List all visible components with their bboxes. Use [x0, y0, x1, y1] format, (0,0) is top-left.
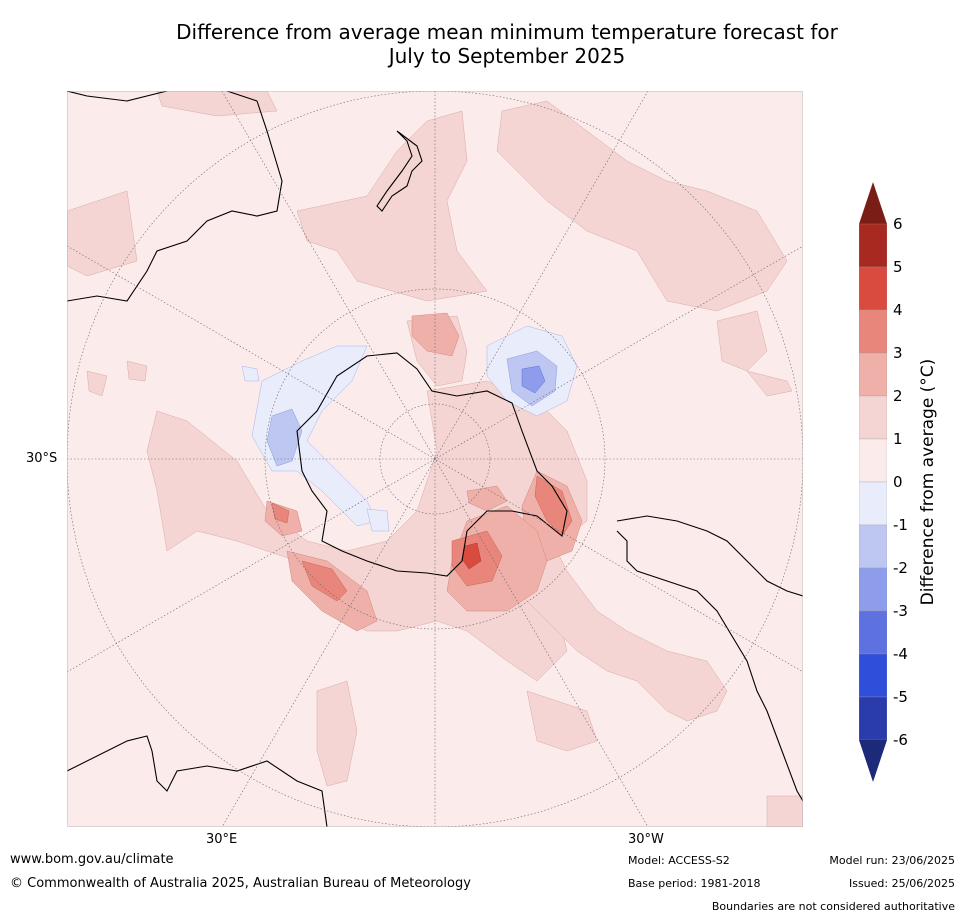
africa-coastline — [67, 735, 328, 827]
colorbar-segment-m4-to-m3 — [859, 610, 887, 655]
colorbar-tick-label: -3 — [893, 602, 908, 620]
anomaly-minus-3-to-minus-2-regions — [521, 365, 546, 394]
colorbar-tick-label: 2 — [893, 387, 903, 405]
colorbar — [859, 182, 887, 782]
colorbar-segment-4-to-5 — [859, 266, 887, 311]
footer-copyright: © Commonwealth of Australia 2025, Austra… — [10, 876, 471, 891]
colorbar-tick-label: -6 — [893, 731, 908, 749]
colorbar-tick-label: -1 — [893, 516, 908, 534]
colorbar-extend-below — [859, 740, 887, 782]
footer-disclaimer: Boundaries are not considered authoritat… — [711, 900, 955, 913]
colorbar-segment-m3-to-m2 — [859, 567, 887, 612]
colorbar-tick-label: 1 — [893, 430, 903, 448]
colorbar-segment-m5-to-m4 — [859, 653, 887, 698]
colorbar-segment-0-to-1 — [859, 438, 887, 483]
colorbar-segment-2-to-3 — [859, 352, 887, 397]
colorbar-tick-label: 6 — [893, 215, 903, 233]
footer-model-run: Model run: 23/06/2025 — [829, 854, 955, 867]
longitude-label-west: 30°W — [628, 832, 664, 847]
footer-base-period: Base period: 1981-2018 — [628, 877, 761, 890]
colorbar-label: Difference from average (°C) — [918, 358, 938, 606]
colorbar-tick-label: 0 — [893, 473, 903, 491]
south-america-coastline — [616, 515, 803, 802]
colorbar-tick-label: -5 — [893, 688, 908, 706]
colorbar-segment-m1-to-0 — [859, 481, 887, 526]
temperature-anomaly-map — [67, 91, 803, 827]
map-title: Difference from average mean minimum tem… — [0, 20, 965, 68]
colorbar-segment-m2-to-m1 — [859, 524, 887, 569]
new-zealand-coastline — [376, 130, 423, 212]
coastlines — [67, 91, 803, 827]
footer-issued: Issued: 25/06/2025 — [848, 877, 955, 890]
colorbar-tick-label: 5 — [893, 258, 903, 276]
colorbar-extend-above — [859, 182, 887, 224]
map-title-line-1: Difference from average mean minimum tem… — [176, 20, 838, 44]
antarctica-coastline — [296, 352, 568, 577]
colorbar-tick-label: 4 — [893, 301, 903, 319]
footer-model: Model: ACCESS-S2 — [628, 854, 730, 867]
colorbar-segments — [859, 182, 887, 782]
australia-coastline — [67, 91, 283, 302]
colorbar-segment-3-to-4 — [859, 309, 887, 354]
map-title-line-2: July to September 2025 — [388, 44, 626, 68]
colorbar-tick-label: -2 — [893, 559, 908, 577]
colorbar-segment-1-to-2 — [859, 395, 887, 440]
latitude-label: 30°S — [26, 451, 58, 466]
colorbar-tick-label: -4 — [893, 645, 908, 663]
colorbar-tick-label: 3 — [893, 344, 903, 362]
colorbar-segment-5-to-6 — [859, 223, 887, 268]
graticule — [67, 91, 803, 827]
colorbar-segment-m6-to-m5 — [859, 696, 887, 741]
footer-url[interactable]: www.bom.gov.au/climate — [10, 852, 174, 867]
longitude-label-east: 30°E — [206, 832, 238, 847]
